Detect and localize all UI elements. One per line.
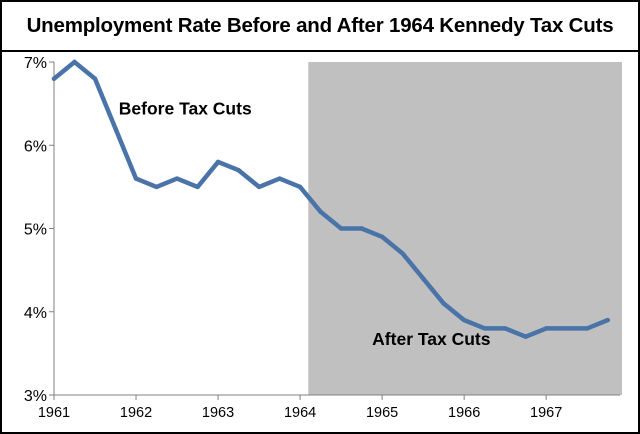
data-point (359, 226, 364, 231)
y-tick-label: 3% (24, 388, 47, 405)
data-point (338, 226, 344, 231)
y-tick-label: 4% (24, 305, 47, 322)
data-point (502, 326, 508, 331)
data-point (543, 326, 549, 331)
data-point (461, 317, 467, 323)
x-tick-label: 1964 (284, 405, 316, 421)
data-point (523, 334, 528, 339)
x-tick-label: 1966 (448, 405, 480, 421)
data-point (441, 301, 446, 306)
data-point (236, 168, 241, 173)
x-tick-label: 1962 (120, 405, 152, 421)
data-point (174, 176, 180, 181)
data-point (297, 184, 303, 190)
data-point (318, 209, 323, 215)
data-point (420, 276, 426, 281)
y-tick-label: 6% (24, 138, 47, 155)
data-point (72, 59, 77, 65)
data-point (256, 184, 262, 190)
data-point (564, 326, 569, 331)
data-point (379, 234, 385, 240)
data-point (92, 76, 98, 81)
data-point (605, 317, 610, 323)
after-tax-cuts-label: After Tax Cuts (372, 329, 491, 349)
data-point (154, 184, 159, 190)
before-tax-cuts-label: Before Tax Cuts (119, 98, 252, 118)
x-tick-label: 1967 (530, 405, 562, 421)
data-point (133, 176, 139, 181)
unemployment-rate-line (51, 59, 610, 339)
y-tick-label: 7% (24, 55, 47, 72)
data-point (51, 76, 57, 81)
x-tick-label: 1965 (366, 405, 398, 421)
chart-title: Unemployment Rate Before and After 1964 … (26, 14, 614, 37)
data-point (113, 126, 118, 131)
data-point (195, 184, 200, 190)
x-tick-label: 1963 (202, 405, 234, 421)
data-point (482, 326, 487, 331)
y-tick-label: 5% (24, 222, 47, 239)
data-point (277, 176, 282, 181)
line-chart: 3% 4% 5% 6% 7% 1961 1962 1963 1964 1965 1966 1967 Be… (24, 55, 622, 421)
data-point (400, 251, 405, 256)
title-bar: Unemployment Rate Before and After 1964 … (2, 2, 638, 52)
data-point (584, 326, 590, 331)
data-point (215, 159, 221, 165)
x-tick-label: 1961 (38, 405, 70, 421)
